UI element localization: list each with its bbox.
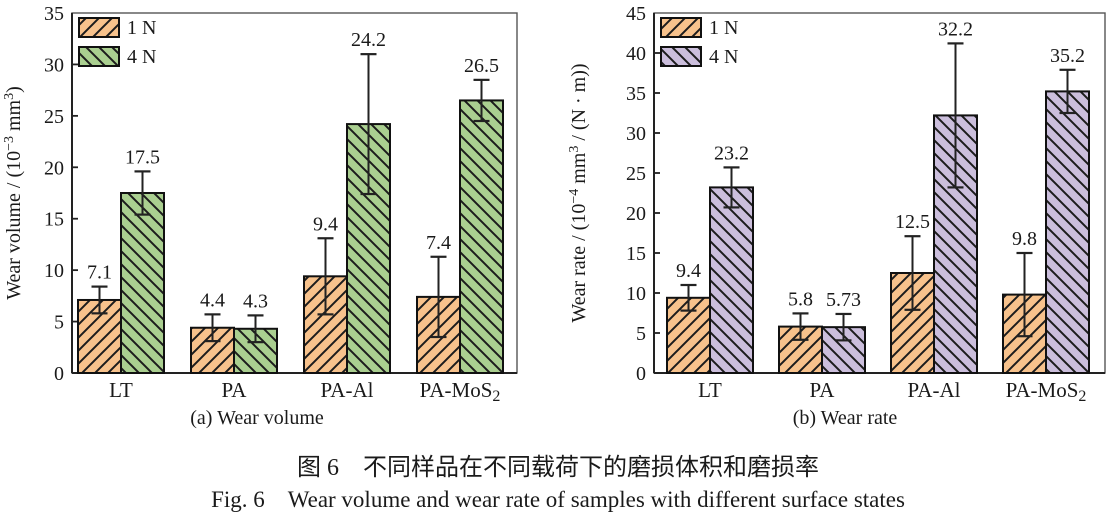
figure-caption-english: Fig. 6 Wear volume and wear rate of samp… [211, 487, 905, 512]
y-tick-label: 20 [626, 203, 646, 225]
legend-label-4N: 4 N [709, 46, 738, 68]
y-tick-label: 20 [44, 157, 64, 179]
y-tick-label: 35 [626, 83, 646, 105]
value-label: 5.8 [788, 288, 813, 310]
x-tick-label: PA [222, 378, 248, 402]
value-label: 9.4 [676, 260, 701, 282]
legend-label-1N: 1 N [709, 17, 738, 39]
value-label: 26.5 [464, 55, 499, 77]
value-label: 23.2 [714, 142, 749, 164]
wear-rate-chart: 0 5 10 15 20 25 30 35 40 45 Wear rate / (10−4 mm3 … [567, 3, 1106, 405]
y-axis-title: Wear volume / (10−3 mm3) [2, 86, 25, 300]
y-tick-label: 5 [54, 312, 64, 334]
value-label: 35.2 [1050, 45, 1085, 67]
bar-4N-group3 [459, 99, 504, 375]
legend-swatch-4N [78, 46, 120, 67]
value-label: 9.4 [313, 213, 338, 235]
bar-4N-group0 [120, 192, 165, 374]
legend-label-4N: 4 N [127, 46, 156, 68]
x-tick-label: LT [698, 378, 722, 402]
caption-wear-volume: (a) Wear volume [190, 407, 324, 429]
x-tick-label: PA-Al [321, 378, 374, 402]
bar-4N-group0 [709, 186, 754, 374]
legend-swatch-4N [660, 46, 702, 67]
y-tick-label: 15 [44, 209, 64, 231]
x-tick-label: PA-MoS2 [420, 378, 501, 405]
legend-swatch-1N [78, 17, 120, 38]
value-label: 4.3 [243, 290, 268, 312]
value-label: 12.5 [895, 211, 930, 233]
y-tick-label: 0 [636, 363, 646, 385]
y-tick-label: 30 [626, 123, 646, 145]
y-tick-label: 5 [636, 323, 646, 345]
value-label: 7.4 [426, 232, 451, 254]
figure-caption-chinese: 图 6 不同样品在不同载荷下的磨损体积和磨损率 [297, 455, 819, 481]
y-axis-title: Wear rate / (10−4 mm3 / (N · m)) [567, 63, 590, 322]
y-tick-label: 30 [44, 54, 64, 76]
value-label: 4.4 [200, 289, 225, 311]
value-label: 32.2 [938, 18, 973, 40]
x-tick-label: LT [109, 378, 133, 402]
legend-swatch-1N [660, 17, 702, 38]
x-tick-label: PA [810, 378, 836, 402]
legend-label-1N: 1 N [127, 17, 156, 39]
y-tick-label: 10 [44, 260, 64, 282]
y-tick-label: 45 [626, 3, 646, 25]
value-label: 5.73 [826, 289, 861, 311]
value-label: 7.1 [87, 262, 112, 284]
y-tick-label: 40 [626, 43, 646, 65]
bar-4N-group3 [1045, 90, 1090, 375]
y-tick-label: 15 [626, 243, 646, 265]
y-tick-label: 35 [44, 3, 64, 25]
y-tick-label: 10 [626, 283, 646, 305]
x-tick-label: PA-Al [908, 378, 961, 402]
value-label: 24.2 [351, 29, 386, 51]
y-tick-label: 25 [626, 163, 646, 185]
caption-wear-rate: (b) Wear rate [792, 407, 898, 429]
wear-volume-chart: 0 5 10 15 20 25 30 35 Wear volume / (10−3 mm3) 7.… [2, 3, 518, 405]
y-tick-label: 0 [54, 363, 64, 385]
value-label: 9.8 [1012, 228, 1037, 250]
y-tick-label: 25 [44, 106, 64, 128]
x-tick-label: PA-MoS2 [1006, 378, 1087, 405]
value-label: 17.5 [125, 146, 160, 168]
